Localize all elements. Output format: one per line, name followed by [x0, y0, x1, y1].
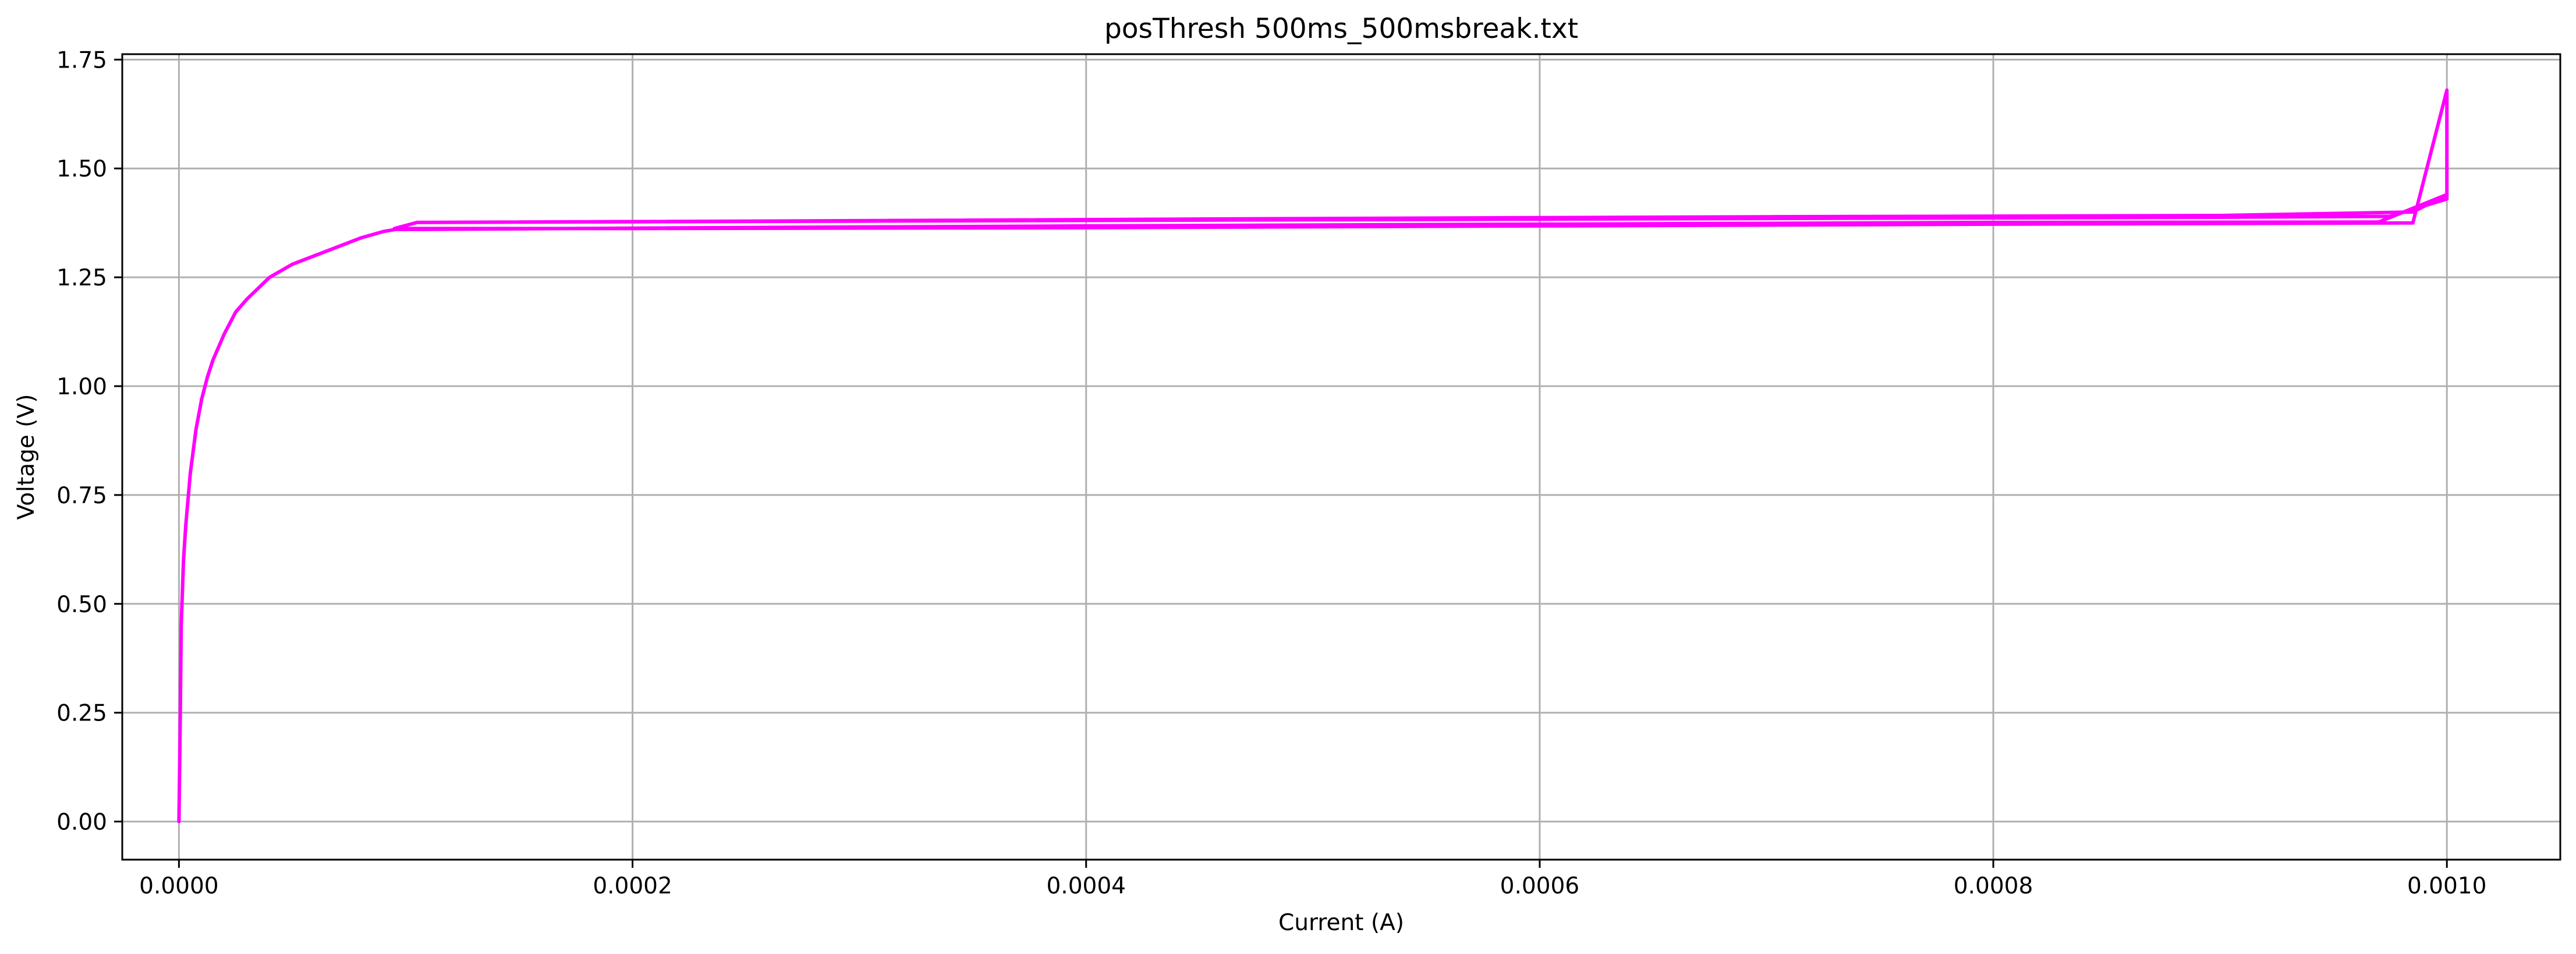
x-tick-label: 0.0008: [1954, 873, 2033, 899]
y-tick-label: 0.25: [56, 701, 107, 727]
plot-frame: [121, 53, 2561, 861]
x-tick-label: 0.0006: [1500, 873, 1579, 899]
y-tick-label: 1.00: [56, 374, 107, 400]
x-tick-label: 0.0004: [1046, 873, 1125, 899]
y-tick-label: 0.00: [56, 810, 107, 836]
series-layer: [177, 88, 2449, 824]
x-axis-label: Current (A): [1278, 910, 1404, 936]
y-tick-label: 1.75: [56, 47, 107, 73]
y-axis-label: Voltage (V): [13, 394, 40, 520]
y-tick-label: 0.50: [56, 592, 107, 618]
series-line: [177, 88, 2449, 824]
x-tick-label: 0.0010: [2407, 873, 2486, 899]
x-tick-label: 0.0000: [139, 873, 218, 899]
chart-title: posThresh 500ms_500msbreak.txt: [1104, 13, 1578, 45]
x-tick-label: 0.0002: [593, 873, 672, 899]
y-tick-label: 0.75: [56, 483, 107, 509]
ticks: 0.0000 0.0002 0.0004 0.0006 0.0008 0.0010 0.00…: [56, 47, 2486, 899]
y-tick-label: 1.25: [56, 265, 107, 291]
y-tick-label: 1.50: [56, 156, 107, 182]
